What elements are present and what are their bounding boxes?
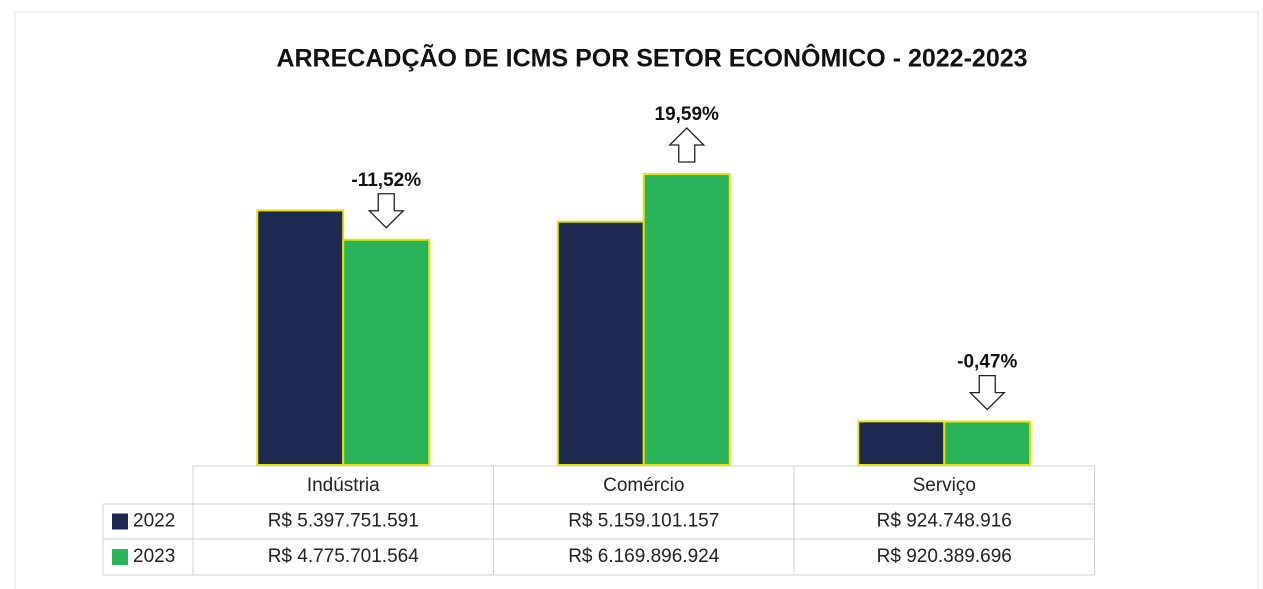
value-label: R$ 5.397.751.591 bbox=[268, 511, 419, 532]
bar bbox=[943, 420, 1032, 467]
change-arrow bbox=[668, 127, 706, 163]
value-label: R$ 6.169.896.924 bbox=[568, 546, 720, 567]
legend-label: 2022 bbox=[133, 511, 175, 532]
category-label: Comércio bbox=[603, 475, 684, 496]
bar bbox=[256, 209, 345, 466]
category-label: Serviço bbox=[913, 475, 976, 496]
value-label: R$ 924.748.916 bbox=[877, 511, 1012, 532]
bar bbox=[556, 220, 645, 466]
change-label: -0,47% bbox=[957, 352, 1017, 373]
change-arrow bbox=[367, 193, 405, 229]
value-label: R$ 5.159.101.157 bbox=[568, 511, 719, 532]
change-label: 19,59% bbox=[655, 104, 720, 125]
category-label: Indústria bbox=[307, 475, 380, 496]
value-label: R$ 920.389.696 bbox=[877, 546, 1012, 567]
bar bbox=[642, 173, 731, 466]
bar bbox=[342, 238, 431, 466]
value-label: R$ 4.775.701.564 bbox=[268, 546, 420, 567]
legend-swatch bbox=[112, 549, 128, 565]
legend-swatch bbox=[112, 513, 128, 530]
bar bbox=[857, 420, 946, 467]
change-arrow bbox=[968, 374, 1006, 411]
chart-title: ARRECADÇÃO DE ICMS POR SETOR ECONÔMICO -… bbox=[276, 43, 1027, 73]
legend-label: 2023 bbox=[133, 546, 175, 567]
change-label: -11,52% bbox=[351, 170, 421, 191]
